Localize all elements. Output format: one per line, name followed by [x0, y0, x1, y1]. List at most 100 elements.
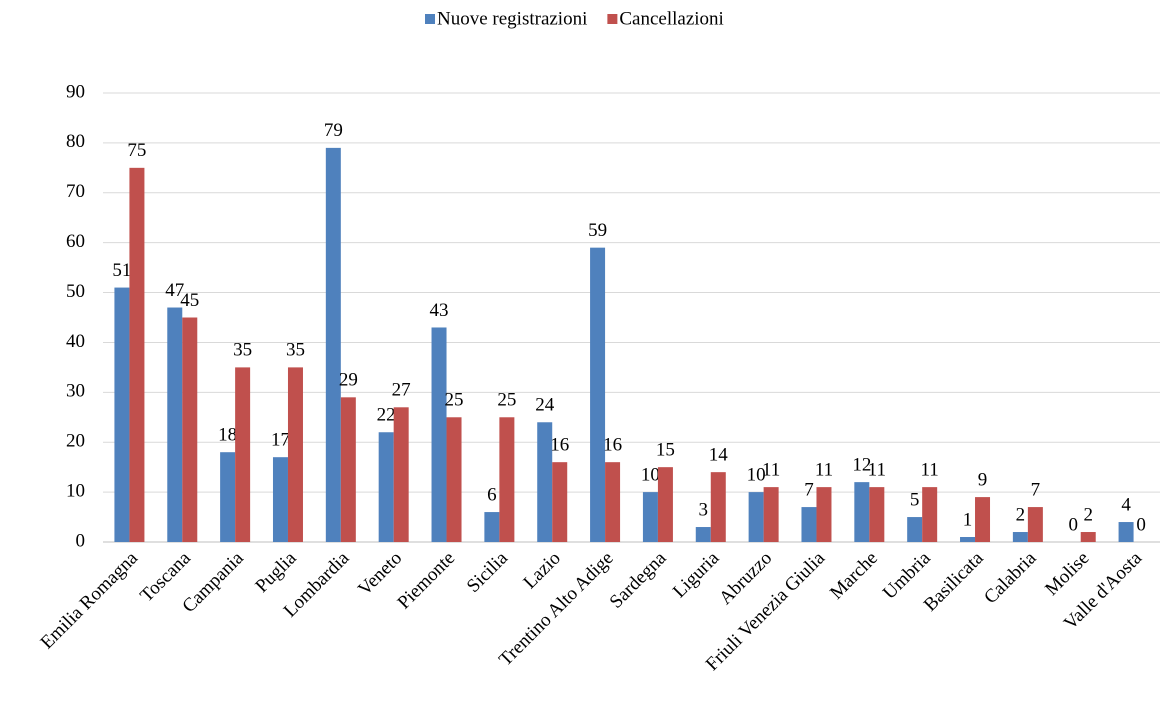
data-label: 12 [852, 454, 871, 475]
y-tick-label: 60 [66, 231, 85, 252]
data-label: 17 [271, 430, 290, 451]
data-label: 16 [603, 435, 622, 456]
bar [695, 527, 711, 542]
x-tick-label: Marche [826, 548, 882, 604]
data-label: 4 [1121, 494, 1131, 515]
data-label: 5 [910, 489, 920, 510]
x-tick-label: Lazio [519, 548, 564, 593]
x-tick-label: Molise [1041, 548, 1093, 600]
data-label: 22 [377, 405, 396, 426]
x-tick-label: Emilia Romagna [37, 547, 143, 653]
data-label: 35 [233, 340, 252, 361]
data-label: 25 [445, 390, 464, 411]
bar [922, 487, 938, 542]
data-label: 0 [1068, 514, 1078, 535]
x-tick-label: Basilicata [920, 547, 988, 615]
bar [642, 492, 658, 542]
bar [1027, 507, 1043, 542]
x-tick-label: Veneto [354, 548, 406, 600]
bar [431, 327, 447, 542]
data-label: 16 [550, 435, 569, 456]
bar [854, 482, 870, 542]
bar [801, 507, 817, 542]
bar [167, 307, 183, 542]
data-label: 59 [588, 220, 607, 241]
data-label: 11 [921, 459, 939, 480]
data-label: 43 [430, 300, 449, 321]
legend-swatch [607, 14, 618, 24]
bar [763, 487, 779, 542]
bar [710, 472, 726, 542]
data-label: 7 [1031, 479, 1041, 500]
y-tick-label: 90 [66, 81, 85, 102]
y-tick-label: 50 [66, 281, 85, 302]
bar [499, 417, 515, 542]
data-label: 3 [699, 499, 709, 520]
bar [378, 432, 394, 542]
data-label: 51 [112, 260, 131, 281]
data-label: 25 [497, 390, 516, 411]
data-label: 27 [392, 380, 411, 401]
bar [1012, 532, 1028, 542]
bar [114, 287, 130, 542]
x-tick-label: Piemonte [394, 548, 460, 614]
data-label: 35 [286, 340, 305, 361]
bar [590, 247, 606, 542]
y-tick-label: 70 [66, 181, 85, 202]
data-label: 45 [180, 290, 199, 311]
bar [235, 367, 251, 542]
bar [272, 457, 288, 542]
bar [816, 487, 832, 542]
bar [182, 317, 198, 542]
bar [446, 417, 462, 542]
legend-swatch [425, 14, 435, 24]
data-label: 2 [1083, 504, 1093, 525]
bar [907, 517, 923, 542]
x-tick-label: Sicilia [463, 547, 513, 597]
bar [537, 422, 553, 542]
y-tick-label: 20 [66, 431, 85, 452]
y-tick-label: 0 [76, 530, 86, 551]
data-label: 9 [978, 469, 988, 490]
data-label: 15 [656, 440, 675, 461]
y-tick-label: 40 [66, 331, 85, 352]
bar [340, 397, 356, 542]
legend-label: Nuove registrazioni [437, 8, 587, 29]
bar [325, 147, 341, 542]
data-label: 29 [339, 370, 358, 391]
bar [975, 497, 991, 542]
data-label: 10 [641, 464, 660, 485]
x-tick-label: Puglia [251, 547, 301, 597]
data-label: 1 [963, 509, 973, 530]
data-label: 0 [1136, 514, 1146, 535]
bar [129, 167, 145, 543]
data-label: 79 [324, 120, 343, 141]
bar [287, 367, 303, 542]
bar [960, 537, 976, 542]
data-label: 24 [535, 395, 555, 416]
data-label: 7 [804, 479, 814, 500]
data-label: 11 [868, 459, 886, 480]
legend-label: Cancellazioni [619, 8, 723, 29]
data-label: 14 [709, 445, 729, 466]
data-label: 10 [747, 464, 766, 485]
data-label: 75 [127, 140, 146, 161]
data-label: 2 [1016, 504, 1026, 525]
bar [869, 487, 885, 542]
data-label: 18 [218, 425, 237, 446]
bar [484, 512, 500, 542]
data-label: 6 [487, 484, 497, 505]
bar [748, 492, 764, 542]
y-tick-label: 80 [66, 131, 85, 152]
data-label: 47 [165, 280, 184, 301]
bar [220, 452, 236, 542]
bar [552, 462, 568, 542]
data-label: 11 [815, 459, 833, 480]
data-label: 11 [762, 459, 780, 480]
y-tick-label: 30 [66, 381, 85, 402]
bar [393, 407, 409, 542]
bar [1118, 522, 1134, 542]
bar [1080, 532, 1096, 542]
bar [657, 467, 673, 542]
